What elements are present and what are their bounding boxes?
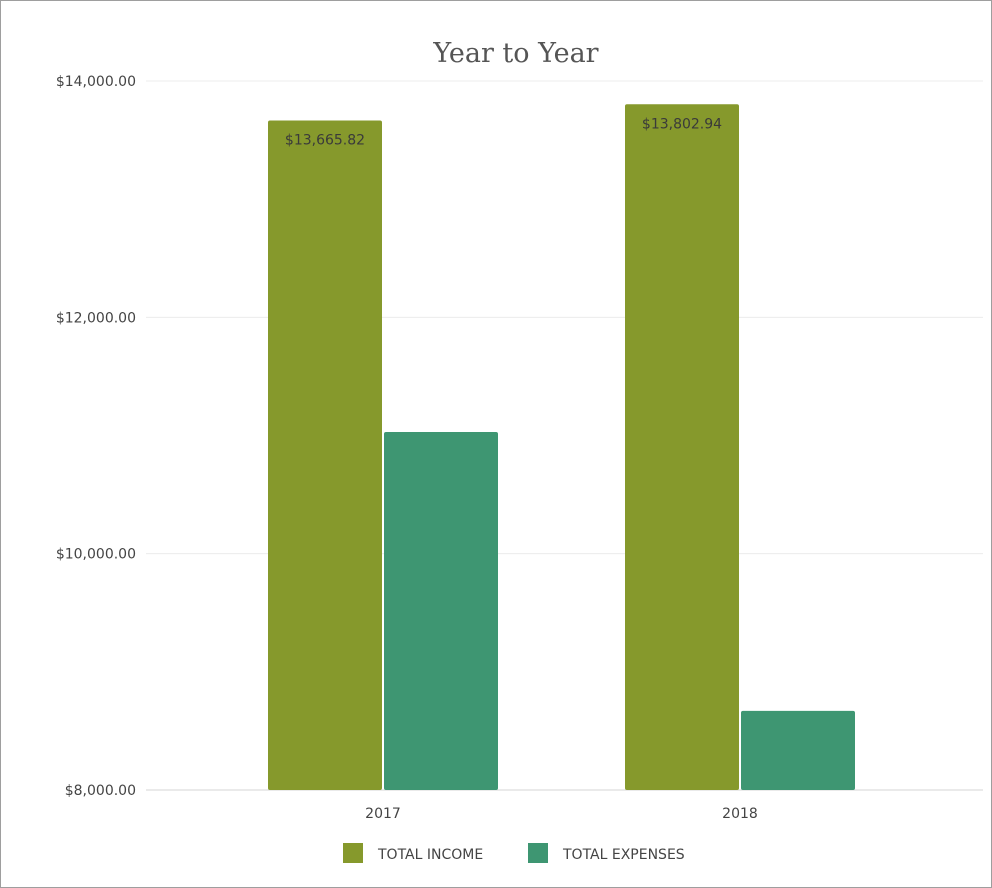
data-labels: $13,665.82 $13,802.94 — [285, 116, 722, 148]
y-tick-label: $10,000.00 — [56, 547, 136, 563]
legend-swatch[interactable] — [528, 843, 548, 863]
chart-title: Year to Year — [432, 38, 598, 69]
y-tick-label: $12,000.00 — [56, 310, 136, 326]
x-axis-ticks: 2017 2018 — [365, 806, 758, 822]
y-axis-ticks: $8,000.00 $10,000.00 $12,000.00 $14,000.00 — [56, 74, 136, 799]
data-label: $13,665.82 — [285, 132, 365, 148]
legend-label[interactable]: TOTAL EXPENSES — [562, 847, 685, 863]
data-label: $13,802.94 — [642, 116, 722, 132]
bar-total-income-2017[interactable] — [268, 120, 382, 790]
legend-swatch[interactable] — [343, 843, 363, 863]
bars — [268, 104, 855, 790]
x-tick-label: 2018 — [722, 806, 758, 822]
legend: TOTAL INCOME TOTAL EXPENSES — [343, 843, 685, 863]
y-tick-label: $14,000.00 — [56, 74, 136, 90]
bar-total-expenses-2017[interactable] — [384, 431, 498, 790]
y-tick-label: $8,000.00 — [65, 783, 136, 799]
legend-label[interactable]: TOTAL INCOME — [377, 847, 483, 863]
bar-total-expenses-2018[interactable] — [741, 710, 855, 790]
x-tick-label: 2017 — [365, 806, 401, 822]
bar-total-income-2018[interactable] — [625, 104, 739, 790]
